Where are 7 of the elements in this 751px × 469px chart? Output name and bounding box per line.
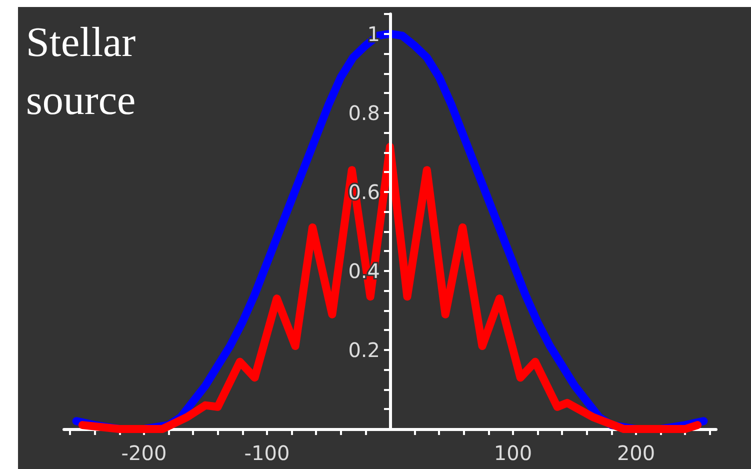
y-tick-label: 0.8 xyxy=(348,100,380,125)
x-tick-label: 200 xyxy=(616,441,656,465)
x-tick-label: -200 xyxy=(121,441,167,465)
x-tick-label: 100 xyxy=(494,441,532,465)
y-tick-label: 0.2 xyxy=(348,338,380,362)
x-tick-label: -100 xyxy=(244,441,290,465)
text: Stellar source xyxy=(26,19,137,126)
